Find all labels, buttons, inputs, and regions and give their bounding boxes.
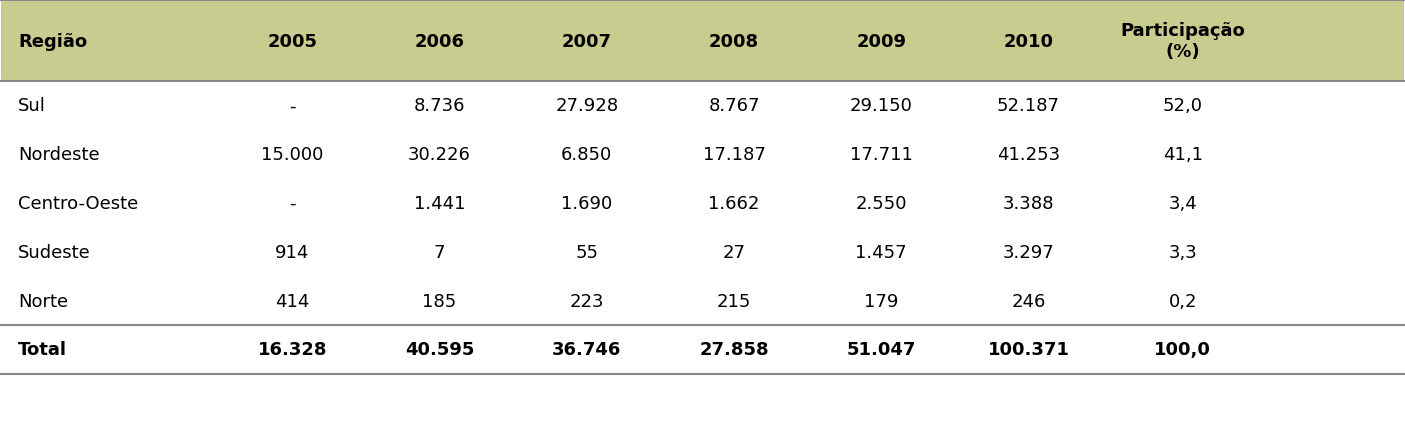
Text: 27.928: 27.928	[555, 97, 618, 115]
Text: 16.328: 16.328	[257, 340, 327, 358]
Text: 7: 7	[434, 243, 445, 261]
Text: 179: 179	[864, 292, 898, 310]
Text: 3.388: 3.388	[1003, 195, 1054, 213]
Text: 2007: 2007	[562, 33, 611, 51]
Text: Norte: Norte	[18, 292, 69, 310]
Text: 914: 914	[275, 243, 309, 261]
Text: Total: Total	[18, 340, 67, 358]
Text: 2006: 2006	[414, 33, 465, 51]
Text: -: -	[289, 97, 295, 115]
Text: 6.850: 6.850	[561, 146, 613, 164]
Text: 414: 414	[275, 292, 309, 310]
Text: 223: 223	[569, 292, 604, 310]
Text: -: -	[289, 195, 295, 213]
Text: 40.595: 40.595	[405, 340, 475, 358]
Text: Região: Região	[18, 33, 87, 51]
Text: 27: 27	[722, 243, 746, 261]
Bar	[1, 1, 1404, 82]
Text: 1.690: 1.690	[561, 195, 613, 213]
Text: 246: 246	[1012, 292, 1045, 310]
Text: Centro-Oeste: Centro-Oeste	[18, 195, 139, 213]
Text: 52.187: 52.187	[998, 97, 1059, 115]
Text: 55: 55	[575, 243, 599, 261]
Text: Participação
(%): Participação (%)	[1120, 22, 1245, 61]
Text: 15.000: 15.000	[261, 146, 323, 164]
Text: 29.150: 29.150	[850, 97, 913, 115]
Text: 30.226: 30.226	[407, 146, 471, 164]
Text: 27.858: 27.858	[700, 340, 769, 358]
Text: 185: 185	[423, 292, 457, 310]
Text: 41,1: 41,1	[1163, 146, 1203, 164]
Text: 51.047: 51.047	[847, 340, 916, 358]
Text: 2.550: 2.550	[856, 195, 908, 213]
Text: 3.297: 3.297	[1003, 243, 1054, 261]
Text: 1.441: 1.441	[414, 195, 465, 213]
Text: 36.746: 36.746	[552, 340, 621, 358]
Text: 17.187: 17.187	[702, 146, 766, 164]
Text: 100.371: 100.371	[988, 340, 1069, 358]
Text: 52,0: 52,0	[1163, 97, 1203, 115]
Text: 2005: 2005	[267, 33, 318, 51]
Text: 0,2: 0,2	[1169, 292, 1197, 310]
Text: 2008: 2008	[710, 33, 759, 51]
Text: Sudeste: Sudeste	[18, 243, 91, 261]
Text: Sul: Sul	[18, 97, 46, 115]
Text: Nordeste: Nordeste	[18, 146, 100, 164]
Text: 1.662: 1.662	[708, 195, 760, 213]
Text: 1.457: 1.457	[856, 243, 908, 261]
Text: 8.736: 8.736	[414, 97, 465, 115]
Text: 3,3: 3,3	[1169, 243, 1197, 261]
Text: 2009: 2009	[856, 33, 906, 51]
Text: 17.711: 17.711	[850, 146, 913, 164]
Text: 215: 215	[717, 292, 752, 310]
Text: 41.253: 41.253	[998, 146, 1061, 164]
Text: 3,4: 3,4	[1169, 195, 1197, 213]
Text: 2010: 2010	[1003, 33, 1054, 51]
Text: 8.767: 8.767	[708, 97, 760, 115]
Text: 100,0: 100,0	[1155, 340, 1211, 358]
